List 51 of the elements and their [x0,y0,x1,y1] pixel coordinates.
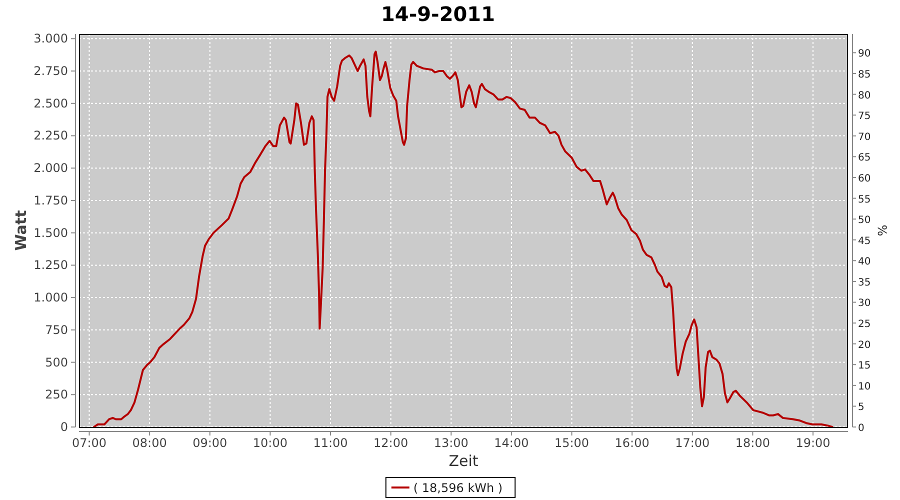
x-tick-label: 19:00 [796,436,830,450]
x-tick-label: 17:00 [675,436,710,450]
y2-tick-label: 30 [858,298,871,310]
y-tick-label: 250 [45,388,68,402]
y-tick-label: 1.500 [34,226,68,240]
y-tick-label: 2.000 [34,161,68,176]
x-tick-label: 13:00 [434,436,468,450]
legend-label: ( 18,596 kWh ) [413,481,503,495]
y2-tick-label: 5 [858,402,864,414]
y-tick-label: 1.000 [34,290,68,305]
x-tick-label: 10:00 [252,436,288,450]
y2-axis-title: % [875,224,889,236]
y-tick-label: 2.250 [34,128,68,143]
y2-tick-label: 90 [858,48,871,60]
y-tick-label: 1.250 [34,258,68,272]
y2-tick-label: 15 [858,360,871,372]
y2-tick-label: 10 [858,381,871,392]
y-tick-label: 0 [60,420,68,434]
x-tick-label: 07:00 [72,436,107,450]
x-tick-label: 08:00 [132,436,167,450]
x-tick-label: 12:00 [374,436,408,450]
x-tick-label: 09:00 [192,436,228,450]
y-tick-label: 3.000 [34,32,68,46]
y2-tick-label: 20 [858,340,871,351]
x-tick-label: 15:00 [554,436,590,450]
y-tick-label: 750 [45,322,68,337]
y-tick-label: 2.750 [34,64,68,78]
y2-tick-label: 50 [858,215,871,226]
y-tick-label: 1.750 [34,193,68,208]
y2-tick-label: 60 [858,173,871,184]
line-series [93,50,834,428]
x-axis-title: Zeit [448,452,478,470]
y-tick-label: 500 [45,355,68,370]
y2-tick-label: 80 [858,90,871,102]
y2-tick-label: 85 [858,70,871,81]
y-tick-label: 2.500 [34,96,68,110]
y2-tick-label: 25 [858,319,871,330]
y2-tick-label: 45 [858,236,871,247]
y2-tick-label: 75 [858,111,871,122]
y2-tick-label: 70 [858,132,871,143]
x-tick-label: 11:00 [313,436,348,450]
y2-tick-label: 55 [858,194,871,206]
y2-tick-label: 65 [858,152,871,164]
y2-tick-label: 40 [858,256,871,268]
y2-tick-label: 0 [858,423,864,434]
x-tick-label: 14:00 [494,436,529,450]
y-axis-title: Watt [12,210,30,251]
x-tick-label: 16:00 [614,436,650,450]
chart-title: 14-9-2011 [380,2,496,26]
y2-tick-label: 35 [858,277,871,288]
x-tick-label: 18:00 [735,436,770,450]
